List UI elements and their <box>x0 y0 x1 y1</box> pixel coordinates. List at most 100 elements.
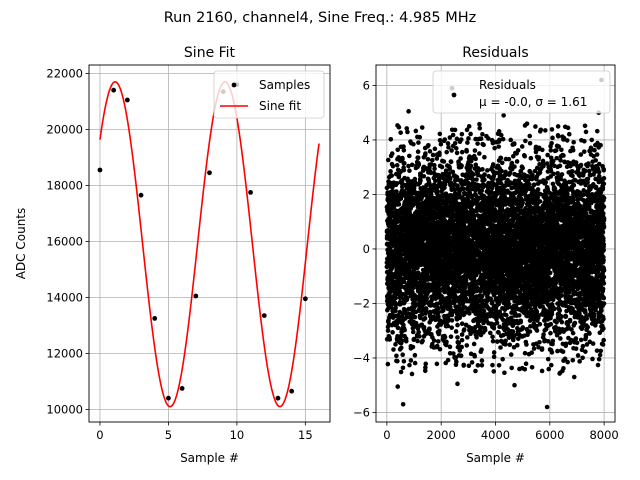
residual-point <box>453 329 459 334</box>
residual-point <box>504 312 509 318</box>
residual-point <box>424 296 430 301</box>
residual-point <box>407 153 412 159</box>
residual-point <box>431 182 437 187</box>
residual-point <box>388 137 394 142</box>
residual-point <box>506 212 512 217</box>
residual-point <box>423 365 428 370</box>
residual-point <box>491 369 497 374</box>
residual-point <box>427 313 433 318</box>
residual-point <box>516 313 522 318</box>
residual-point <box>393 342 398 347</box>
residual-point <box>450 169 456 175</box>
residual-point <box>388 169 393 174</box>
residual-point <box>482 172 487 177</box>
residual-point <box>472 148 478 153</box>
residual-point <box>474 177 479 182</box>
residual-point <box>419 312 425 317</box>
residual-point <box>394 320 400 326</box>
residual-point <box>412 180 418 185</box>
residual-point <box>470 172 476 177</box>
residual-point <box>409 162 415 168</box>
residual-point <box>508 137 514 143</box>
residual-point <box>459 131 465 137</box>
residual-point <box>437 328 442 334</box>
residual-point <box>400 157 405 162</box>
residual-point <box>466 363 472 369</box>
residual-point <box>468 131 473 137</box>
y-axis-label: ADC Counts <box>14 208 28 280</box>
residual-point <box>434 302 440 308</box>
sample-point <box>261 313 267 318</box>
residual-point <box>401 189 407 194</box>
residual-point <box>458 353 464 359</box>
residual-point <box>446 145 451 150</box>
residual-point <box>434 361 440 367</box>
residual-point <box>412 176 418 182</box>
residual-point <box>444 339 449 345</box>
residual-point <box>485 168 490 173</box>
residual-point <box>390 330 395 335</box>
residual-point <box>448 268 453 273</box>
residual-point <box>428 170 434 176</box>
residual-point <box>434 343 440 349</box>
residual-point <box>461 327 467 332</box>
residual-point <box>459 149 465 155</box>
residual-point <box>413 128 419 134</box>
residual-point <box>389 173 395 178</box>
residual-point <box>458 137 464 142</box>
residual-point <box>487 330 493 336</box>
plot-area <box>97 80 320 408</box>
residual-point <box>416 162 422 168</box>
residual-point <box>420 338 425 344</box>
residual-point <box>490 334 495 340</box>
residual-point <box>406 163 411 169</box>
residual-point <box>467 311 472 316</box>
residual-point <box>390 315 396 320</box>
residual-point <box>416 329 421 335</box>
residual-point <box>452 127 458 133</box>
residual-point <box>396 124 402 130</box>
residual-point <box>482 327 488 333</box>
residual-point <box>473 156 478 162</box>
residual-point <box>455 183 460 188</box>
residual-point <box>400 352 406 358</box>
residual-point <box>404 295 410 301</box>
residual-point <box>427 149 433 154</box>
residual-point <box>398 301 403 307</box>
residual-point <box>498 132 504 138</box>
residual-point <box>438 141 444 147</box>
x-tick-label: 8000 <box>589 428 618 442</box>
sample-point <box>138 192 144 198</box>
residual-point <box>498 345 503 350</box>
sample-point <box>124 97 130 103</box>
residual-point <box>471 213 477 218</box>
sample-point <box>207 170 212 176</box>
residual-point <box>499 160 505 166</box>
residual-point <box>394 162 400 168</box>
residual-point <box>454 136 460 142</box>
residual-point <box>492 145 497 151</box>
figure-suptitle: Run 2160, channel4, Sine Freq.: 4.985 MH… <box>164 10 477 26</box>
residual-point <box>448 159 454 165</box>
residual-point <box>400 365 406 371</box>
residual-point <box>459 332 465 337</box>
residual-point <box>469 360 475 365</box>
y-tick-label: 12000 <box>46 346 83 360</box>
legend-label-samples: Samples <box>259 78 310 92</box>
residual-point <box>490 338 496 344</box>
sine-fit-line <box>99 80 320 408</box>
residual-point <box>415 155 421 161</box>
residual-point <box>498 155 504 161</box>
residual-point <box>412 352 418 358</box>
residual-point <box>417 334 422 339</box>
residual-point <box>434 188 440 194</box>
sample-point <box>248 190 253 195</box>
residual-point <box>480 167 485 172</box>
residual-point <box>464 335 470 340</box>
residual-point <box>399 338 405 343</box>
residual-point <box>453 192 459 197</box>
residual-point <box>500 356 505 362</box>
residual-point <box>432 146 438 152</box>
residual-point <box>398 345 404 351</box>
